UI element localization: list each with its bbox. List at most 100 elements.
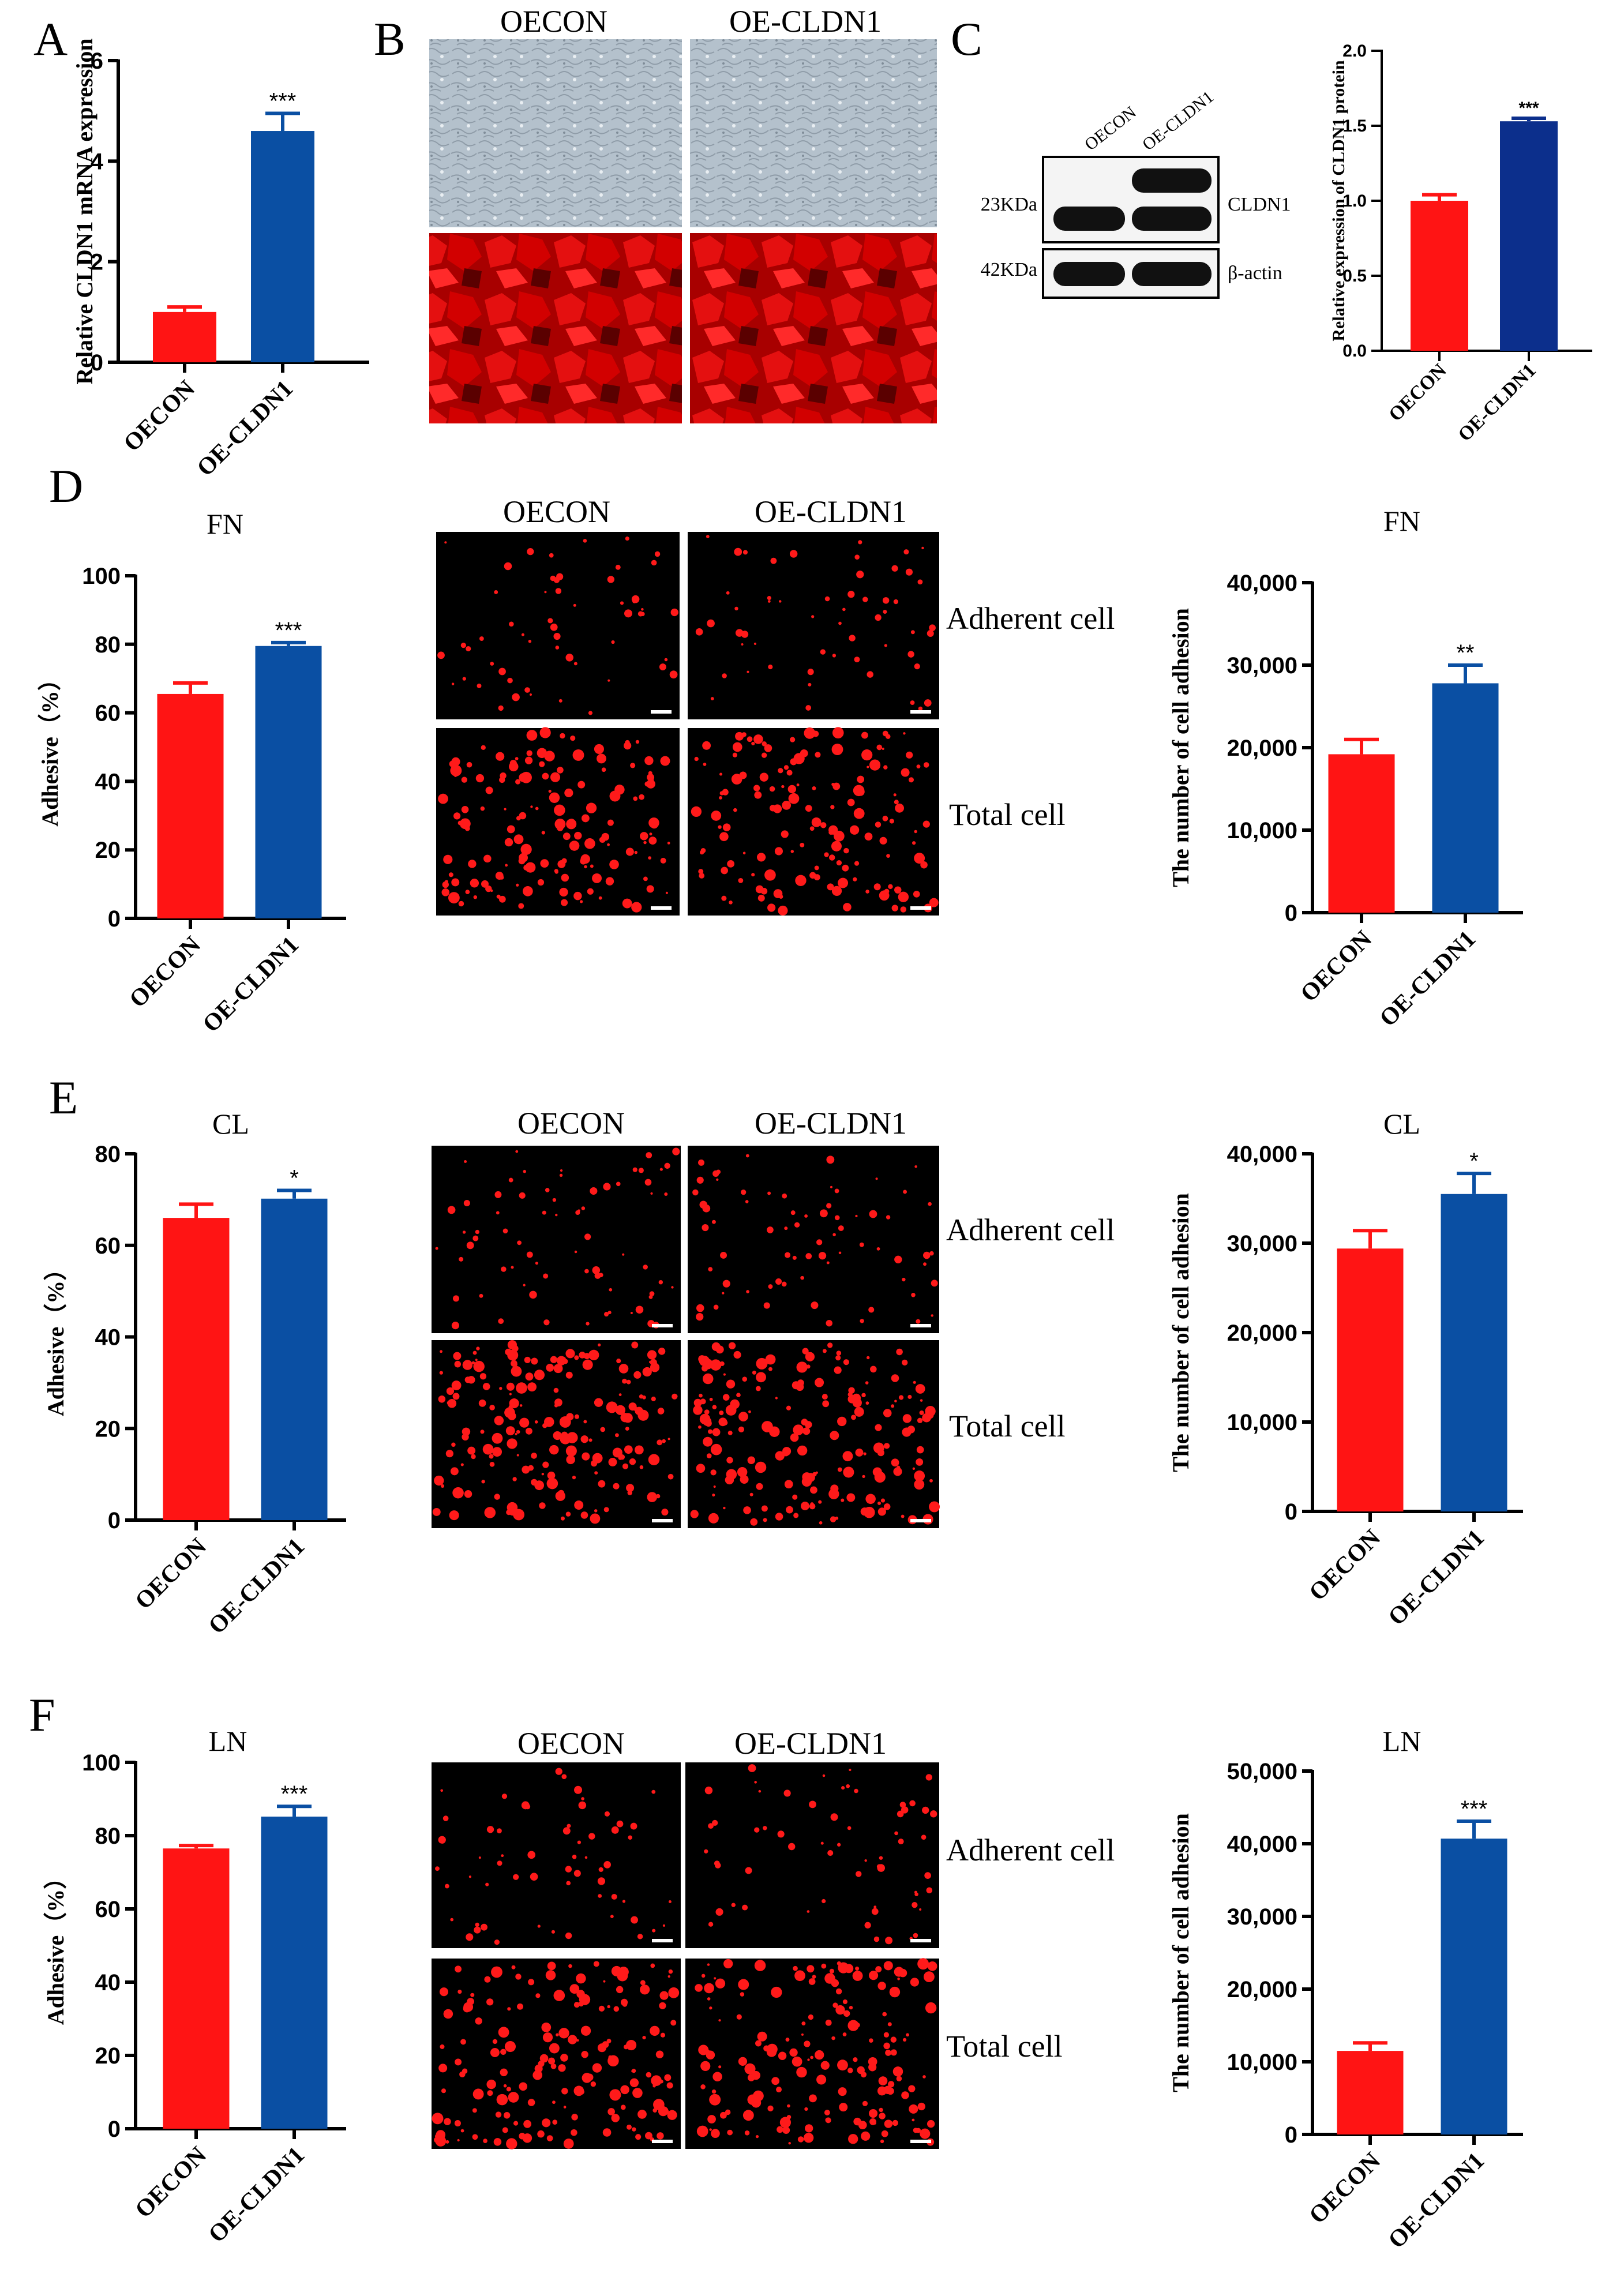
micro-e-cell-total-oecldn1 <box>797 1445 808 1456</box>
micro-d-scale-bar <box>910 710 931 714</box>
micro-d-cell-total-oecon <box>643 841 647 845</box>
micro-d-cell-adherent-oecldn1 <box>862 596 868 602</box>
micro-f-cell-total-oecon <box>660 2032 666 2038</box>
micro-e-cell-adherent-oecldn1 <box>834 1215 840 1221</box>
micro-d-cell-adherent-oecon <box>625 537 629 541</box>
micro-f-cell-adherent-oecldn1 <box>754 1781 757 1784</box>
micro-f-cell-total-oecon <box>616 1986 624 1994</box>
micro-f-cell-total-oecon <box>548 2057 556 2065</box>
micro-d-cell-total-oecon <box>605 877 614 886</box>
micro-d-cell-total-oecldn1 <box>828 830 834 835</box>
micro-d-cell-total-oecldn1 <box>719 832 729 842</box>
micro-d-cell-adherent-oecldn1 <box>770 557 777 564</box>
micro-e-cell-total-oecldn1 <box>792 1435 797 1440</box>
micro-e-cell-total-oecon <box>565 1511 571 1517</box>
micro-e-cell-total-oecldn1 <box>891 1404 895 1408</box>
micro-d-cell-total-oecon <box>660 857 666 864</box>
micro-e-cell-total-oecldn1 <box>841 1498 845 1502</box>
micro-e-cell-adherent-oecon <box>609 1288 613 1292</box>
micro-d-cell-total-oecldn1 <box>782 801 792 810</box>
d-left-ytick-label: 100 <box>82 564 121 589</box>
micro-d-cell-adherent-oecldn1 <box>722 673 727 678</box>
micro-d-cell-total-oecon <box>580 854 590 864</box>
micro-e-cell-total-oecldn1 <box>913 1380 916 1384</box>
micro-e-cell-adherent-oecldn1 <box>838 1251 842 1255</box>
micro-e-cell-adherent-oecon <box>494 1191 502 1198</box>
micro-d-cell-total-oecldn1 <box>830 805 835 809</box>
micro-e-cell-total-oecldn1 <box>915 1384 925 1394</box>
micro-d-cell-adherent-oecon <box>509 621 514 627</box>
micro-f-cell-adherent-oecon <box>555 1768 562 1775</box>
micro-d-cell-total-oecldn1 <box>838 877 849 888</box>
micro-f-cell-total-oecon <box>441 2088 447 2094</box>
micro-f-cell-adherent-oecon <box>494 1939 500 1945</box>
micro-f-cell-total-oecon <box>644 2132 652 2140</box>
micro-d-cell-adherent-oecldn1 <box>929 624 936 632</box>
micro-f-cell-total-oecldn1 <box>704 1983 714 1994</box>
micro-e-cell-total-oecon <box>555 1491 565 1501</box>
micro-d-cell-total-oecon <box>443 854 453 864</box>
micro-e-cell-total-oecldn1 <box>875 1424 882 1431</box>
micro-f-cell-total-oecldn1 <box>711 2089 717 2094</box>
micro-e-cell-total-oecon <box>650 1363 660 1372</box>
micro-d-cell-total-oecldn1 <box>702 741 711 750</box>
micro-e-cell-total-oecldn1 <box>727 1430 733 1435</box>
micro-f-scale-bar <box>652 1939 673 1942</box>
micro-d-cell-adherent-oecldn1 <box>854 656 860 663</box>
d-right-ytick-label: 20,000 <box>1227 736 1297 761</box>
micro-e-cell-total-oecldn1 <box>702 1373 714 1385</box>
panel-label-d: D <box>49 460 83 512</box>
micro-f-cell-adherent-oecldn1 <box>783 1789 791 1797</box>
micro-f-cell-total-oecon <box>492 2039 498 2044</box>
micro-d-cell-adherent-oecon <box>504 562 512 571</box>
micro-f-cell-total-oecon <box>517 2003 523 2010</box>
micro-d-cell-adherent-oecldn1 <box>910 700 915 705</box>
micro-e-cell-total-oecon <box>454 1360 462 1368</box>
micro-d-cell-adherent-oecldn1 <box>918 706 923 711</box>
micro-f-cell-total-oecldn1 <box>718 2065 722 2069</box>
micro-f-cell-total-oecldn1 <box>707 1997 711 2001</box>
micro-e-cell-total-oecon <box>613 1483 620 1490</box>
micro-f-cell-total-oecldn1 <box>744 2130 750 2136</box>
micro-d-cell-adherent-oecldn1 <box>893 599 899 605</box>
micro-f-cell-total-oecon <box>666 2082 673 2089</box>
micro-e-cell-total-oecon <box>642 1395 646 1400</box>
micro-d-cell-adherent-oecldn1 <box>917 579 923 585</box>
d-right-category-label: OECON <box>1296 926 1377 1007</box>
micro-e-cell-total-oecon <box>534 1420 538 1424</box>
micro-f-cell-total-oecon <box>504 2041 516 2053</box>
micro-e-cell-adherent-oecldn1 <box>720 1252 727 1259</box>
micro-d-cell-total-oecon <box>526 750 532 756</box>
micro-d-cell-total-oecldn1 <box>805 805 812 812</box>
d-right-ytick-label: 10,000 <box>1227 818 1297 843</box>
micro-d-cell-total-oecon <box>639 794 645 800</box>
micro-e-cell-adherent-oecldn1 <box>911 1293 916 1297</box>
micro-e-cell-total-oecldn1 <box>792 1494 798 1500</box>
micro-f-cell-total-oecldn1 <box>742 2110 754 2121</box>
micro-f-cell-total-oecon <box>513 2121 519 2126</box>
micro-f-cell-adherent-oecldn1 <box>837 1843 841 1847</box>
micro-e-cell-total-oecldn1 <box>883 1503 891 1510</box>
micro-d-cell-adherent-oecon <box>490 662 494 666</box>
micro-f-cell-adherent-oecldn1 <box>748 1764 756 1772</box>
micro-f-cell-total-oecldn1 <box>906 2033 909 2037</box>
micro-e-cell-total-oecon <box>616 1359 621 1364</box>
micro-e-cell-total-oecon <box>505 1426 515 1436</box>
micro-d-cell-adherent-oecldn1 <box>735 629 744 637</box>
micro-d-cell-adherent-oecldn1 <box>854 554 860 560</box>
micro-e-cell-total-oecon <box>633 1371 642 1379</box>
micro-d-cell-total-oecon <box>475 774 485 783</box>
micro-e-cell-total-oecldn1 <box>862 1475 865 1479</box>
micro-d-cell-total-oecon <box>631 902 642 913</box>
micro-f-cell-adherent-oecldn1 <box>909 1800 916 1807</box>
micro-e-cell-adherent-oecldn1 <box>838 1225 844 1231</box>
f-header-oecldn1: OE-CLDN1 <box>734 1726 887 1761</box>
micro-e-cell-total-oecon <box>515 1432 517 1436</box>
b-fluor-oecon <box>429 233 682 423</box>
micro-f-cell-total-oecon <box>542 2118 551 2128</box>
e-left-title: CL <box>212 1108 249 1140</box>
micro-f-cell-adherent-oecon <box>616 1820 624 1828</box>
f-left-ytick-label: 0 <box>108 2117 121 2142</box>
d-right-significance: ** <box>1456 640 1474 666</box>
micro-f-cell-total-oecldn1 <box>853 2057 858 2062</box>
